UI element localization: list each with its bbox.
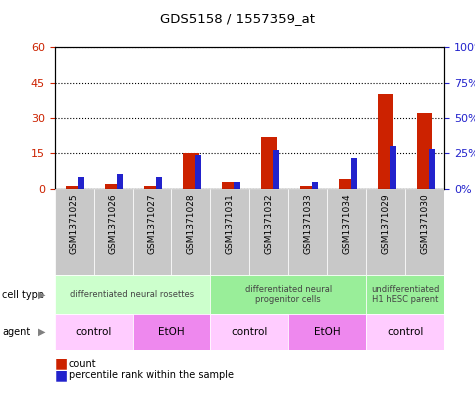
Bar xyxy=(273,151,279,189)
Bar xyxy=(288,189,327,275)
Bar xyxy=(117,174,123,189)
Text: agent: agent xyxy=(2,327,30,337)
Text: ■: ■ xyxy=(55,368,68,382)
Bar xyxy=(300,186,315,189)
Text: percentile rank within the sample: percentile rank within the sample xyxy=(69,370,234,380)
Bar xyxy=(55,314,133,350)
Text: count: count xyxy=(69,358,96,369)
Bar xyxy=(234,182,240,189)
Bar xyxy=(366,314,444,350)
Bar xyxy=(66,186,82,189)
Bar xyxy=(105,184,121,189)
Bar xyxy=(133,314,210,350)
Bar xyxy=(78,177,84,189)
Text: GSM1371031: GSM1371031 xyxy=(226,193,234,254)
Text: differentiated neural rosettes: differentiated neural rosettes xyxy=(70,290,195,299)
Bar xyxy=(378,94,393,189)
Text: control: control xyxy=(76,327,112,337)
Bar xyxy=(288,314,366,350)
Bar xyxy=(339,179,354,189)
Bar xyxy=(249,189,288,275)
Bar xyxy=(156,177,162,189)
Bar xyxy=(133,189,171,275)
Bar xyxy=(327,189,366,275)
Bar xyxy=(366,189,405,275)
Bar xyxy=(171,189,210,275)
Text: GSM1371033: GSM1371033 xyxy=(304,193,312,254)
Text: differentiated neural
progenitor cells: differentiated neural progenitor cells xyxy=(245,285,332,305)
Bar xyxy=(183,153,199,189)
Text: ▶: ▶ xyxy=(38,290,46,300)
Bar xyxy=(390,146,396,189)
Bar xyxy=(351,158,357,189)
Text: cell type: cell type xyxy=(2,290,44,300)
Text: undifferentiated
H1 hESC parent: undifferentiated H1 hESC parent xyxy=(371,285,439,305)
Text: GSM1371028: GSM1371028 xyxy=(187,193,195,253)
Text: GDS5158 / 1557359_at: GDS5158 / 1557359_at xyxy=(160,12,315,25)
Bar xyxy=(417,113,432,189)
Text: ▶: ▶ xyxy=(38,327,46,337)
Text: EtOH: EtOH xyxy=(158,327,185,337)
Text: GSM1371029: GSM1371029 xyxy=(381,193,390,253)
Bar xyxy=(312,182,318,189)
Bar xyxy=(55,275,210,314)
Text: control: control xyxy=(387,327,423,337)
Text: GSM1371030: GSM1371030 xyxy=(420,193,429,254)
Bar xyxy=(405,189,444,275)
Bar xyxy=(195,155,201,189)
Text: GSM1371032: GSM1371032 xyxy=(265,193,273,253)
Text: EtOH: EtOH xyxy=(314,327,341,337)
Bar xyxy=(222,182,238,189)
Text: GSM1371034: GSM1371034 xyxy=(342,193,351,253)
Bar xyxy=(55,189,94,275)
Bar xyxy=(261,137,276,189)
Text: GSM1371027: GSM1371027 xyxy=(148,193,156,253)
Text: control: control xyxy=(231,327,267,337)
Bar xyxy=(429,149,435,189)
Text: GSM1371025: GSM1371025 xyxy=(70,193,78,253)
Bar xyxy=(210,275,366,314)
Bar xyxy=(366,275,444,314)
Bar xyxy=(94,189,133,275)
Bar xyxy=(144,186,160,189)
Bar xyxy=(210,314,288,350)
Bar xyxy=(210,189,249,275)
Text: ■: ■ xyxy=(55,356,68,371)
Text: GSM1371026: GSM1371026 xyxy=(109,193,117,253)
